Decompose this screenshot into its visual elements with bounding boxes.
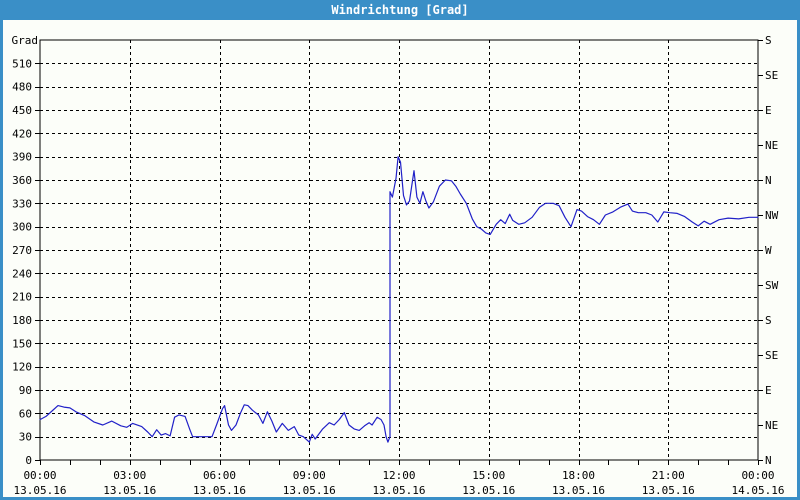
svg-text:13.05.16: 13.05.16	[462, 484, 515, 497]
svg-text:510: 510	[12, 57, 32, 70]
svg-text:Grad: Grad	[12, 34, 39, 47]
svg-text:420: 420	[12, 127, 32, 140]
svg-text:14.05.16: 14.05.16	[732, 484, 785, 497]
svg-text:03:00: 03:00	[113, 469, 146, 482]
wind-direction-chart: Grad 0 30 60 90 120 150 180 210 240 270 300 330 360 39…	[12, 34, 785, 497]
svg-text:E: E	[765, 384, 772, 397]
gridlines	[40, 40, 758, 460]
svg-text:0: 0	[25, 454, 32, 467]
svg-text:90: 90	[19, 384, 32, 397]
svg-text:390: 390	[12, 151, 32, 164]
svg-text:13.05.16: 13.05.16	[373, 484, 426, 497]
svg-text:09:00: 09:00	[293, 469, 326, 482]
svg-text:06:00: 06:00	[203, 469, 236, 482]
svg-text:N: N	[765, 454, 772, 467]
svg-text:450: 450	[12, 104, 32, 117]
svg-text:13.05.16: 13.05.16	[103, 484, 156, 497]
svg-text:480: 480	[12, 81, 32, 94]
svg-text:21:00: 21:00	[652, 469, 685, 482]
svg-text:00:00: 00:00	[23, 469, 56, 482]
svg-text:15:00: 15:00	[472, 469, 505, 482]
svg-text:18:00: 18:00	[562, 469, 595, 482]
svg-text:W: W	[765, 244, 772, 257]
svg-text:S: S	[765, 314, 772, 327]
svg-text:330: 330	[12, 197, 32, 210]
svg-text:210: 210	[12, 291, 32, 304]
window-title: Windrichtung [Grad]	[331, 3, 469, 17]
svg-text:240: 240	[12, 267, 32, 280]
svg-text:150: 150	[12, 337, 32, 350]
svg-text:13.05.16: 13.05.16	[193, 484, 246, 497]
series-windrichtung	[39, 156, 759, 443]
svg-text:00:00: 00:00	[741, 469, 774, 482]
svg-text:270: 270	[12, 244, 32, 257]
svg-text:NW: NW	[765, 209, 779, 222]
svg-text:13.05.16: 13.05.16	[552, 484, 605, 497]
svg-text:SW: SW	[765, 279, 779, 292]
svg-text:30: 30	[19, 431, 32, 444]
svg-text:SE: SE	[765, 69, 778, 82]
svg-text:13.05.16: 13.05.16	[283, 484, 336, 497]
svg-text:180: 180	[12, 314, 32, 327]
svg-text:12:00: 12:00	[382, 469, 415, 482]
axis-ticks	[35, 40, 763, 465]
svg-text:13.05.16: 13.05.16	[642, 484, 695, 497]
window-titlebar: Windrichtung [Grad]	[0, 0, 800, 20]
svg-text:S: S	[765, 34, 772, 47]
x-axis-labels: 00:00 13.05.16 03:00 13.05.16 06:00 13.05.16 0…	[14, 469, 785, 497]
y-axis-left-labels: Grad 0 30 60 90 120 150 180 210 240 270 300 330 360 39…	[12, 34, 39, 467]
svg-text:E: E	[765, 104, 772, 117]
svg-text:13.05.16: 13.05.16	[14, 484, 67, 497]
svg-text:NE: NE	[765, 139, 778, 152]
y-axis-right-labels: N NE E SE S SW W NW N NE E SE S	[765, 34, 779, 467]
svg-text:SE: SE	[765, 349, 778, 362]
svg-text:360: 360	[12, 174, 32, 187]
plot-panel: Grad 0 30 60 90 120 150 180 210 240 270 300 330 360 39…	[3, 20, 797, 497]
svg-text:300: 300	[12, 221, 32, 234]
svg-text:60: 60	[19, 407, 32, 420]
svg-text:120: 120	[12, 361, 32, 374]
svg-text:NE: NE	[765, 419, 778, 432]
svg-text:N: N	[765, 174, 772, 187]
